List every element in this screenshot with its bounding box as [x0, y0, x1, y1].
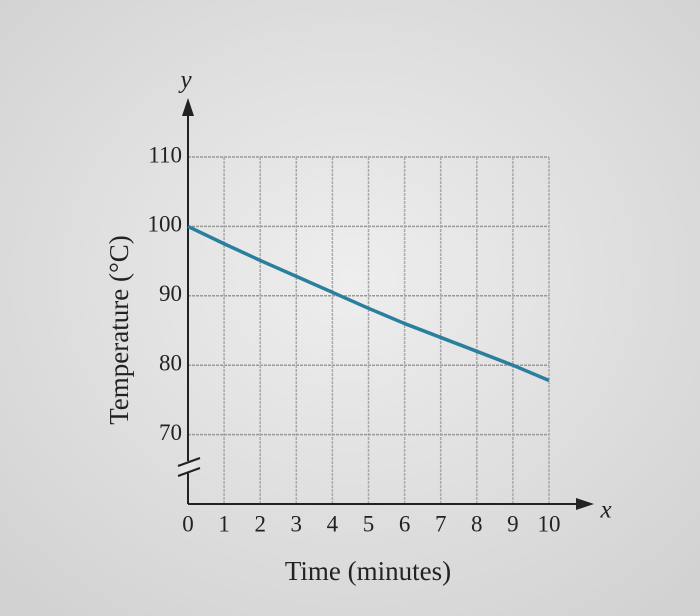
y-tick-label: 80 [159, 350, 182, 375]
y-tick-label: 90 [159, 281, 182, 306]
x-arrow [576, 498, 594, 510]
x-tick-label: 6 [399, 511, 411, 536]
y-tick-label: 100 [148, 212, 183, 237]
data-line [187, 224, 550, 383]
axis-break [177, 457, 201, 467]
x-tick-label: 8 [471, 511, 483, 536]
y-tick-label: 110 [148, 142, 182, 167]
y-arrow [182, 98, 194, 116]
y-tick-label: 70 [159, 420, 182, 445]
x-tick-label: 4 [327, 511, 339, 536]
x-tick-label: 3 [291, 511, 303, 536]
x-tick-label: 9 [507, 511, 519, 536]
axis-break [177, 467, 201, 477]
x-tick-label: 5 [363, 511, 375, 536]
x-tick-label: 0 [182, 511, 194, 536]
y-axis-label: Temperature (°C) [104, 235, 134, 425]
x-axis-label: Time (minutes) [285, 556, 451, 586]
x-tick-label: 1 [218, 511, 230, 536]
x-tick-label: 7 [435, 511, 447, 536]
x-tick-label: 2 [254, 511, 266, 536]
y-axis-name: y [177, 67, 192, 94]
grid [187, 156, 550, 504]
x-tick-label: 10 [538, 511, 561, 536]
x-axis-name: x [599, 497, 611, 524]
